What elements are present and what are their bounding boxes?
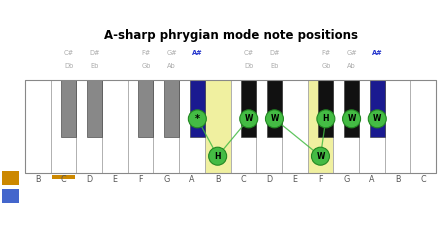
Text: B: B	[35, 175, 40, 184]
Text: F#: F#	[141, 50, 150, 56]
Bar	[267, 80, 282, 137]
Text: W: W	[373, 114, 381, 123]
Bar	[139, 80, 154, 137]
Bar	[25, 80, 51, 173]
Bar	[2, 189, 19, 202]
Bar	[76, 80, 102, 173]
Bar	[370, 80, 385, 137]
Text: C: C	[61, 175, 66, 184]
Text: Db: Db	[64, 63, 73, 69]
Bar	[308, 80, 334, 173]
Bar	[87, 80, 102, 137]
Text: *: *	[195, 114, 200, 124]
Circle shape	[368, 110, 386, 128]
Text: Ab: Ab	[167, 63, 176, 69]
Circle shape	[317, 110, 335, 128]
Bar	[179, 80, 205, 173]
Text: F#: F#	[321, 50, 330, 56]
Text: C: C	[241, 175, 246, 184]
Text: Gb: Gb	[141, 63, 150, 69]
Text: H: H	[214, 152, 221, 161]
Bar	[231, 80, 256, 173]
Text: W: W	[348, 114, 356, 123]
Text: C#: C#	[244, 50, 254, 56]
Bar	[256, 80, 282, 173]
Text: F: F	[138, 175, 143, 184]
Text: F: F	[318, 175, 323, 184]
Bar	[385, 80, 411, 173]
Text: D: D	[266, 175, 272, 184]
Text: Db: Db	[244, 63, 253, 69]
Bar	[51, 80, 76, 173]
Bar	[52, 175, 75, 179]
Bar	[241, 80, 256, 137]
Text: W: W	[245, 114, 253, 123]
Bar	[154, 80, 179, 173]
Bar	[344, 80, 359, 137]
Text: E: E	[292, 175, 297, 184]
Circle shape	[312, 147, 330, 165]
Text: A#: A#	[192, 50, 203, 56]
Text: basicmusictheory.com: basicmusictheory.com	[8, 81, 13, 135]
Bar	[359, 80, 385, 173]
Bar	[25, 80, 436, 173]
Text: W: W	[270, 114, 279, 123]
Text: A: A	[369, 175, 374, 184]
Text: B: B	[215, 175, 220, 184]
Bar	[411, 80, 436, 173]
Text: H: H	[323, 114, 329, 123]
Circle shape	[188, 110, 206, 128]
Circle shape	[240, 110, 258, 128]
Bar	[102, 80, 128, 173]
Text: G#: G#	[166, 50, 177, 56]
Text: Ab: Ab	[347, 63, 356, 69]
Text: Gb: Gb	[321, 63, 330, 69]
Circle shape	[209, 147, 227, 165]
Text: D: D	[86, 175, 92, 184]
Text: D#: D#	[89, 50, 100, 56]
Text: A#: A#	[372, 50, 383, 56]
Text: G#: G#	[346, 50, 357, 56]
Text: Eb: Eb	[270, 63, 279, 69]
Bar	[205, 80, 231, 173]
Circle shape	[265, 110, 283, 128]
Text: W: W	[316, 152, 325, 161]
Bar	[282, 80, 308, 173]
Bar	[319, 80, 334, 137]
Text: G: G	[163, 175, 169, 184]
Text: A: A	[189, 175, 194, 184]
Text: Eb: Eb	[90, 63, 99, 69]
Bar	[128, 80, 154, 173]
Bar	[2, 171, 19, 184]
Text: D#: D#	[269, 50, 280, 56]
Text: A-sharp phrygian mode note positions: A-sharp phrygian mode note positions	[103, 29, 358, 42]
Bar	[61, 80, 76, 137]
Text: B: B	[395, 175, 400, 184]
Text: G: G	[343, 175, 349, 184]
Text: C: C	[421, 175, 426, 184]
Bar	[190, 80, 205, 137]
Circle shape	[343, 110, 360, 128]
Text: C#: C#	[64, 50, 74, 56]
Text: E: E	[112, 175, 117, 184]
Bar	[164, 80, 179, 137]
Bar	[334, 80, 359, 173]
